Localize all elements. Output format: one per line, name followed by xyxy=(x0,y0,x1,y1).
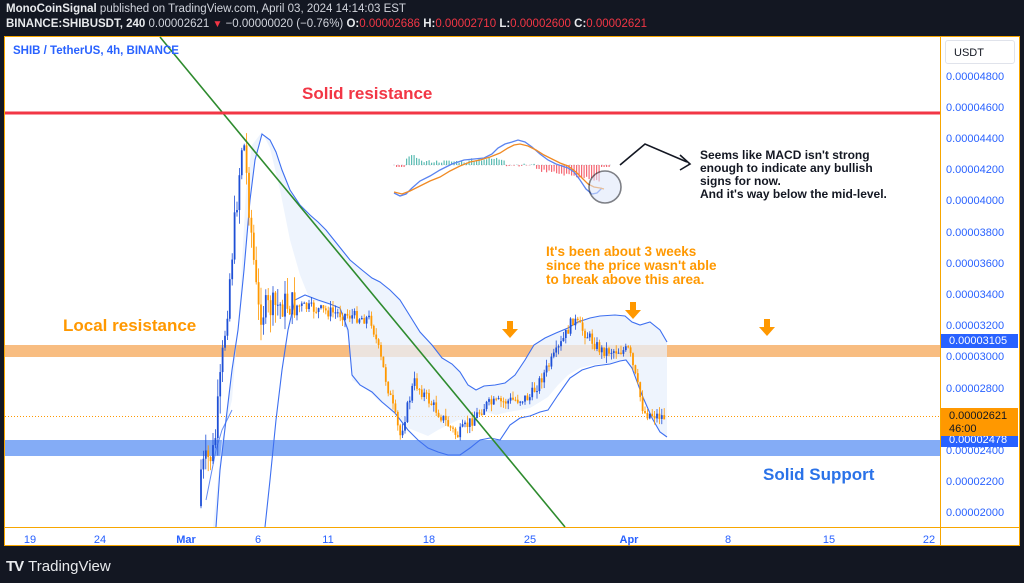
price-label: 0.00003400 xyxy=(946,289,1005,301)
local-resistance-label: Local resistance xyxy=(63,316,197,335)
time-label: 15 xyxy=(822,534,836,546)
local-resistance-zone[interactable] xyxy=(5,345,940,357)
weeks-note-line: It's been about 3 weeks xyxy=(546,244,697,259)
macd-note-line: And it's way below the mid-level. xyxy=(700,187,887,201)
solid-resistance-label: Solid resistance xyxy=(302,84,433,103)
publish-info: MonoCoinSignal published on TradingView.… xyxy=(6,3,406,15)
symbol-interval: BINANCE:SHIBUSDT, 240 xyxy=(6,18,146,30)
price-label: 0.00004800 xyxy=(946,71,1005,83)
ohlc-bar: BINANCE:SHIBUSDT, 240 0.00002621 ▼ −0.00… xyxy=(6,18,647,30)
descending-trendline[interactable] xyxy=(159,36,566,528)
callout-arrowhead xyxy=(679,154,692,171)
close-value: 0.00002621 xyxy=(586,18,648,30)
highlight-circle xyxy=(588,170,622,204)
macd-note-line: Seems like MACD isn't strong xyxy=(700,148,870,162)
support-price-tag: 0.00002478 xyxy=(941,433,1018,447)
open-label: O: xyxy=(346,18,360,30)
time-label: 11 xyxy=(322,534,334,546)
weeks-note-line: since the price wasn't able xyxy=(546,258,717,273)
down-arrow-icon: ▼ xyxy=(212,19,223,30)
down-arrow-icon xyxy=(759,319,775,336)
price-label: 0.00002000 xyxy=(946,507,1005,519)
price-label: 0.00004200 xyxy=(946,164,1005,176)
price-label: 0.00002400 xyxy=(946,445,1005,457)
symbol-title: SHIB / TetherUS, 4h, BINANCE xyxy=(13,45,179,57)
published-text: published on TradingView.com, April 03, … xyxy=(99,3,406,15)
tradingview-logo-icon: TV xyxy=(6,558,24,575)
high-value: 0.00002710 xyxy=(435,18,497,30)
bollinger-lower xyxy=(264,294,668,528)
weeks-note-line: to break above this area. xyxy=(546,272,705,287)
chart-frame[interactable] xyxy=(4,36,1020,546)
weeks-note: It's been about 3 weeks since the price … xyxy=(546,245,717,287)
bollinger-basis xyxy=(205,409,233,501)
bollinger-upper xyxy=(215,133,668,528)
last-price: 0.00002621 xyxy=(148,18,210,30)
time-label: Apr xyxy=(619,534,639,546)
last-price-tag: 0.00002621 46:00 xyxy=(941,408,1018,436)
time-label: 18 xyxy=(422,534,436,546)
price-label: 0.00002800 xyxy=(946,383,1005,395)
price-label: 0.00003000 xyxy=(946,351,1005,363)
solid-support-label: Solid Support xyxy=(763,465,875,484)
time-label: 8 xyxy=(724,534,732,546)
macd-note-line: enough to indicate any bullish xyxy=(700,161,873,175)
macd-line xyxy=(393,139,603,197)
signal-line xyxy=(393,143,605,195)
time-label: 22 xyxy=(922,534,936,546)
close-label: C: xyxy=(574,18,587,30)
author-name[interactable]: MonoCoinSignal xyxy=(6,3,97,15)
tradingview-brand[interactable]: TV TradingView xyxy=(6,558,111,575)
support-zone[interactable] xyxy=(5,440,940,456)
bar-countdown: 46:00 xyxy=(949,423,977,435)
currency-selector[interactable]: USDT xyxy=(945,40,1015,64)
callout-pointer xyxy=(619,143,688,166)
down-arrow-icon xyxy=(625,302,641,319)
price-label: 0.00004400 xyxy=(946,133,1005,145)
brand-name: TradingView xyxy=(28,558,111,575)
low-label: L: xyxy=(499,18,511,30)
low-value: 0.00002600 xyxy=(510,18,571,30)
price-label: 0.00004000 xyxy=(946,195,1005,207)
candlestick-series[interactable] xyxy=(200,133,666,509)
macd-note: Seems like MACD isn't strong enough to i… xyxy=(700,149,887,201)
resistance-price-tag: 0.00003105 xyxy=(941,334,1018,348)
price-label: 0.00003800 xyxy=(946,227,1005,239)
high-label: H: xyxy=(423,18,436,30)
time-label: 19 xyxy=(23,534,37,546)
time-label: 25 xyxy=(523,534,537,546)
price-label: 0.00003600 xyxy=(946,258,1005,270)
macd-inset xyxy=(393,139,692,204)
price-change: −0.00000020 (−0.76%) xyxy=(225,18,344,30)
price-label: 0.00003200 xyxy=(946,320,1005,332)
price-label: 0.00004600 xyxy=(946,102,1005,114)
time-label: 6 xyxy=(254,534,262,546)
time-label: Mar xyxy=(176,534,196,546)
price-label: 0.00002200 xyxy=(946,476,1005,488)
time-label: 24 xyxy=(93,534,107,546)
macd-note-line: signs for now. xyxy=(700,174,781,188)
down-arrow-icon xyxy=(502,321,518,338)
open-value: 0.00002686 xyxy=(359,18,420,30)
last-price-value: 0.00002621 xyxy=(949,410,1008,422)
